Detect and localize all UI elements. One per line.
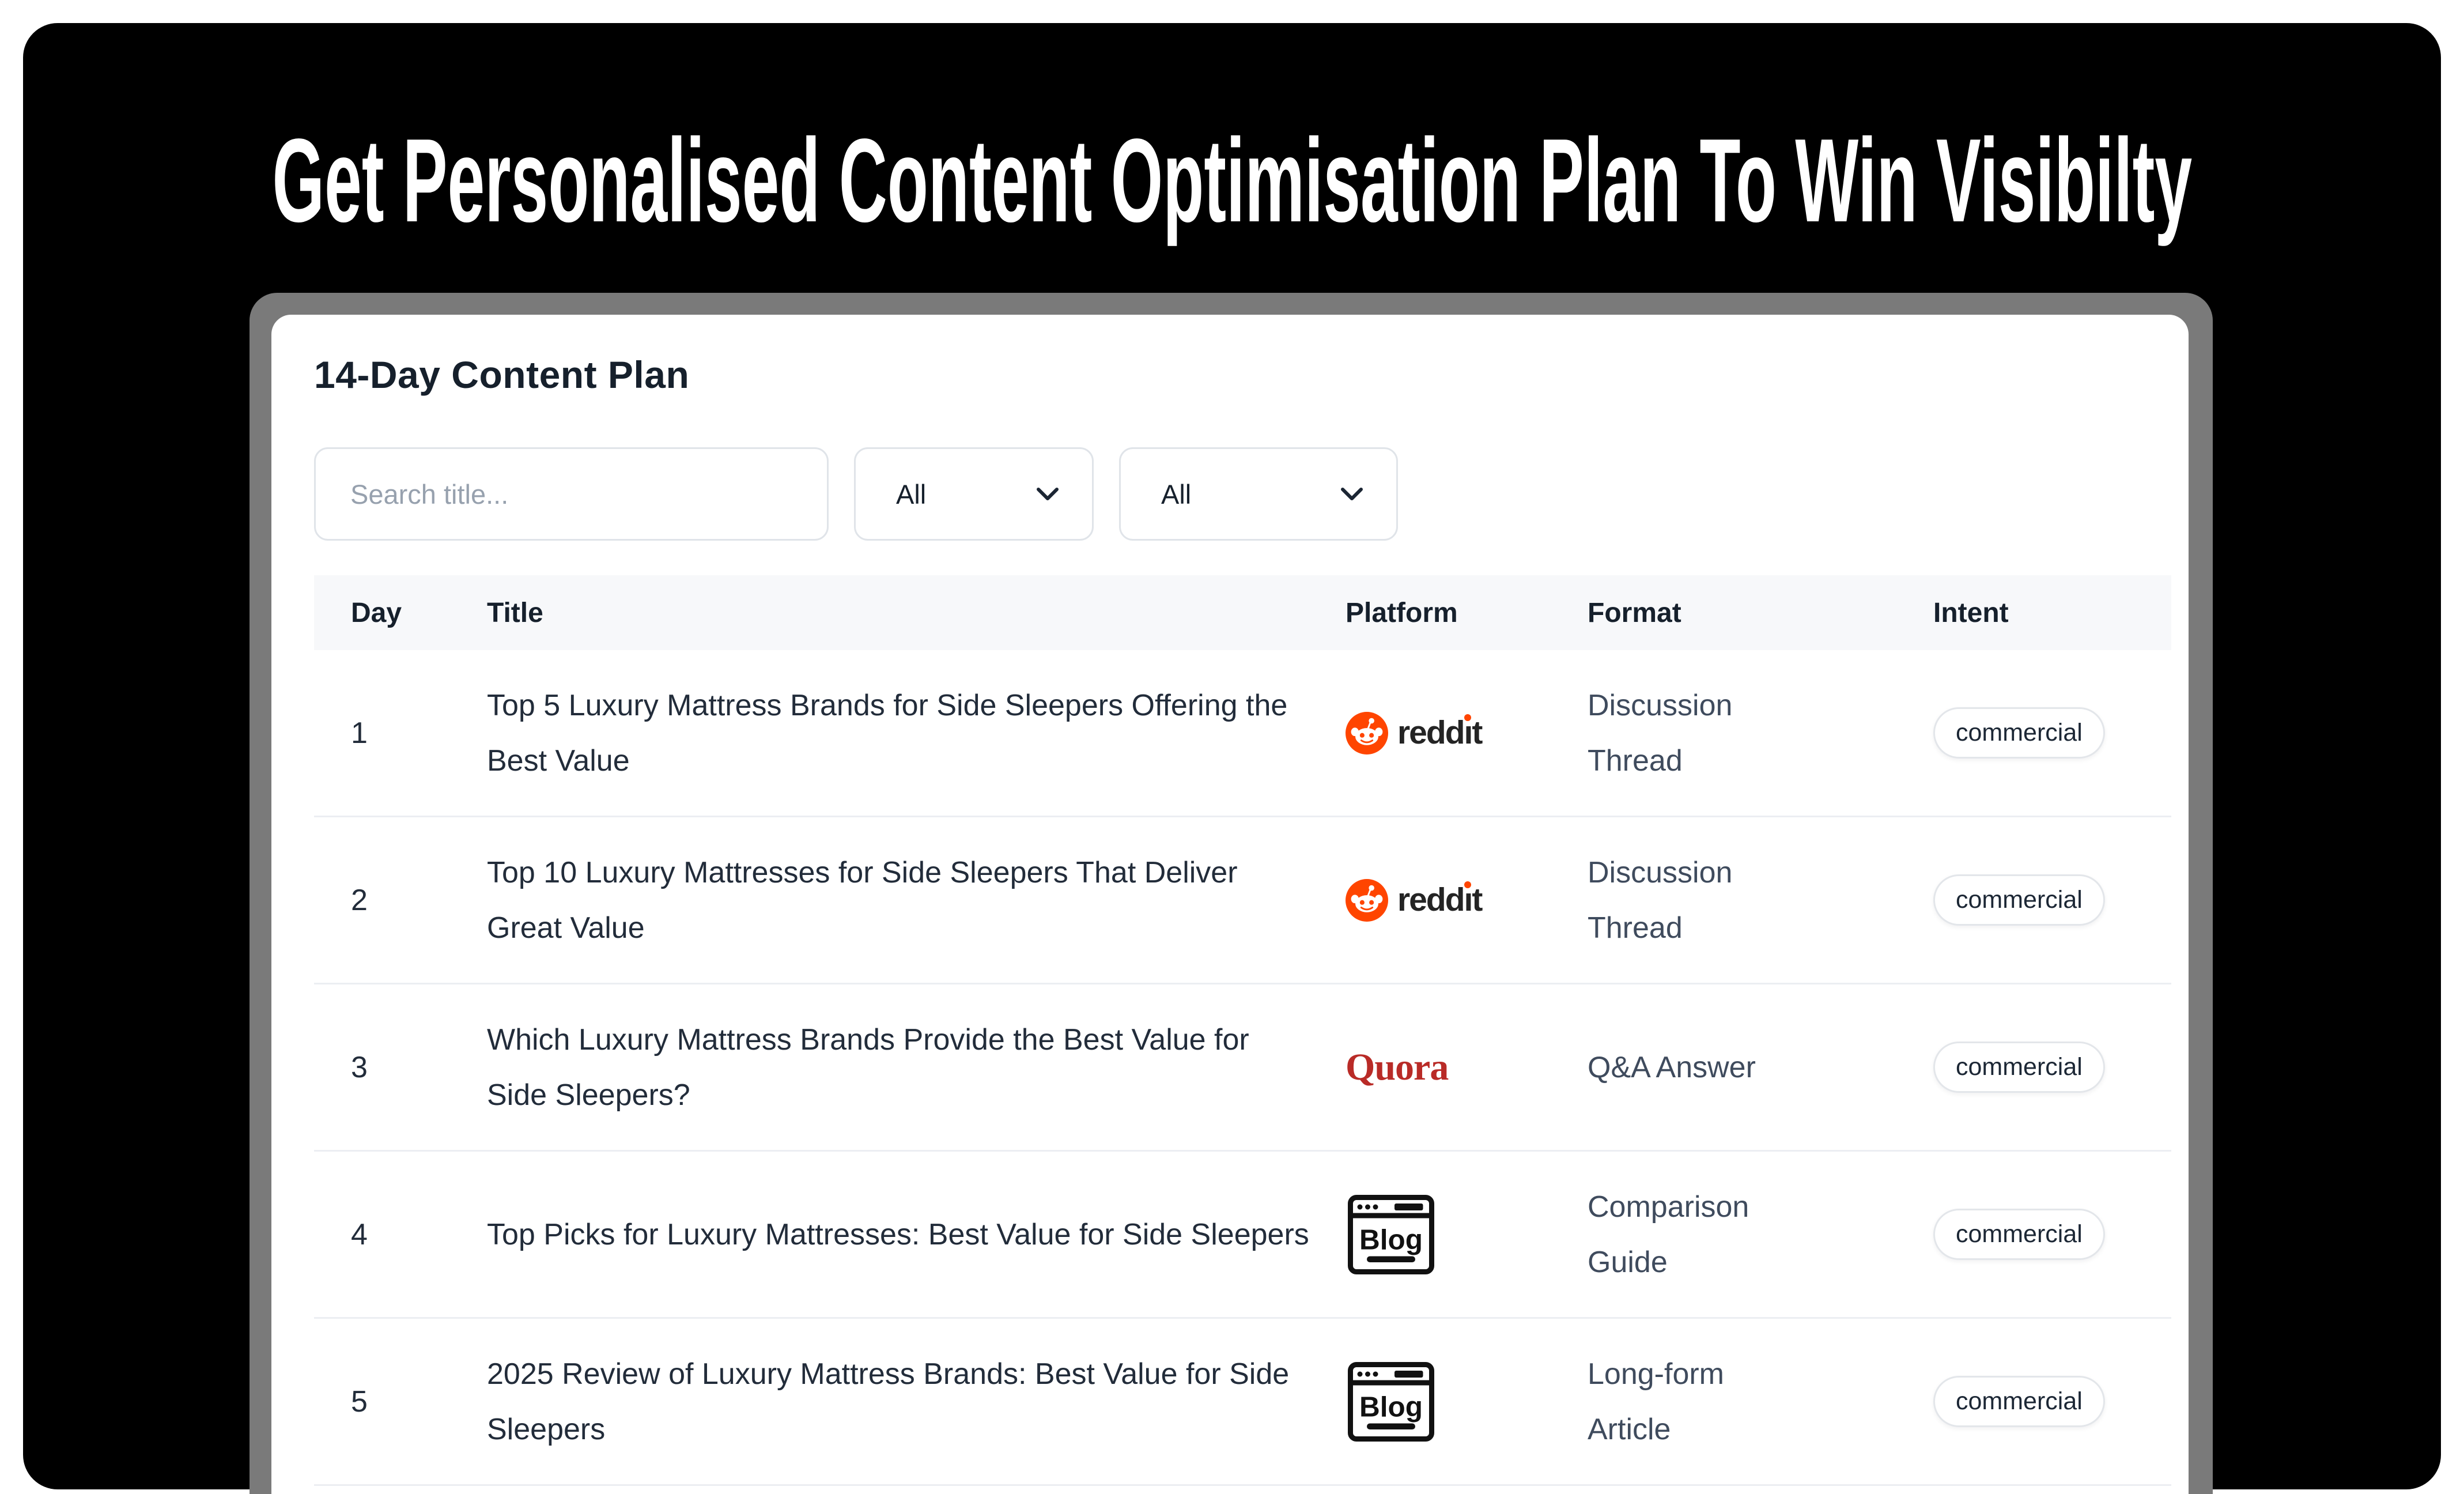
title-cell: 2025 Review of Luxury Mattress Brands: B… [487,1357,1290,1446]
table-row: 2 Top 10 Luxury Mattresses for Side Slee… [314,817,2171,984]
day-cell: 3 [351,1050,368,1084]
title-cell: Which Luxury Mattress Brands Provide the… [487,1023,1249,1112]
reddit-logo: reddıt [1346,878,1483,922]
platform-cell: reddıt Quora Blog [1346,1191,1588,1278]
title-cell: Top 5 Luxury Mattress Brands for Side Sl… [487,688,1288,778]
intent-badge: commercial [1933,707,2105,759]
intent-badge: commercial [1933,1042,2105,1093]
intent-badge: commercial [1933,1376,2105,1427]
intent-cell: commercial [1933,874,2171,926]
title-cell: Top Picks for Luxury Mattresses: Best Va… [487,1217,1309,1251]
card-heading: 14-Day Content Plan [314,353,690,396]
blog-logo: Blog [1346,1359,1437,1445]
quora-wordmark: Quora [1346,1046,1449,1088]
title-cell: Top 10 Luxury Mattresses for Side Sleepe… [487,855,1238,945]
day-cell: 4 [351,1217,368,1251]
column-header-day: Day [351,597,402,628]
platform-cell: reddıt Quora Blog [1346,878,1588,922]
column-header-title: Title [487,597,543,628]
blog-logo: Blog [1346,1191,1437,1278]
content-plan-card-frame: 14-Day Content Plan All All [250,293,2213,1494]
table-header-row: Day Title Platform Format Intent [314,575,2171,650]
reddit-icon [1346,878,1388,922]
table-body: 1 Top 5 Luxury Mattress Brands for Side … [314,650,2171,1486]
column-header-format: Format [1588,597,1681,628]
chevron-down-icon [1341,488,1363,500]
reddit-logo: reddıt [1346,711,1483,754]
table-row: 5 2025 Review of Luxury Mattress Brands:… [314,1319,2171,1486]
reddit-wordmark: reddıt [1397,881,1483,918]
platform-cell: reddıt Quora Blog [1346,711,1588,754]
page-title: Get Personalised Content Optimisation Pl… [272,114,2192,247]
column-header-platform: Platform [1346,597,1458,628]
table-row: 4 Top Picks for Luxury Mattresses: Best … [314,1152,2171,1319]
intent-cell: commercial [1933,1209,2171,1260]
format-cell: Long-form Article [1588,1357,1724,1446]
search-input[interactable] [314,447,829,541]
svg-text:Blog: Blog [1359,1391,1423,1423]
day-cell: 5 [351,1384,368,1418]
filters-row: All All [314,447,2171,541]
intent-cell: commercial [1933,1042,2171,1093]
format-cell: Comparison Guide [1588,1190,1749,1279]
intent-cell: commercial [1933,707,2171,759]
intent-badge: commercial [1933,874,2105,926]
platform-cell: reddıt Quora Blog [1346,1359,1588,1445]
table-row: 1 Top 5 Luxury Mattress Brands for Side … [314,650,2171,817]
quora-logo: Quora [1346,1046,1449,1088]
reddit-wordmark: reddıt [1397,714,1483,751]
day-cell: 2 [351,883,368,917]
blog-window-icon: Blog [1348,1194,1434,1274]
day-cell: 1 [351,716,368,750]
format-cell: Q&A Answer [1588,1050,1756,1084]
chevron-down-icon [1037,488,1059,500]
page-header: Get Personalised Content Optimisation Pl… [23,104,2441,258]
black-backdrop: Get Personalised Content Optimisation Pl… [23,23,2441,1494]
intent-cell: commercial [1933,1376,2171,1427]
filter-select-1[interactable]: All [854,447,1094,541]
column-header-intent: Intent [1933,597,2009,628]
format-cell: Discussion Thread [1588,855,1733,945]
filter-select-1-value: All [896,478,927,510]
reddit-icon [1346,711,1388,754]
svg-text:Blog: Blog [1359,1224,1423,1255]
format-cell: Discussion Thread [1588,688,1733,778]
intent-badge: commercial [1933,1209,2105,1260]
platform-cell: reddıt Quora Blog [1346,1048,1588,1086]
filter-select-2[interactable]: All [1119,447,1398,541]
filter-select-2-value: All [1161,478,1192,510]
content-plan-card: 14-Day Content Plan All All [271,315,2189,1494]
content-plan-table: Day Title Platform Format Intent 1 Top 5… [314,575,2171,1486]
blog-window-icon: Blog [1348,1361,1434,1442]
table-row: 3 Which Luxury Mattress Brands Provide t… [314,984,2171,1152]
